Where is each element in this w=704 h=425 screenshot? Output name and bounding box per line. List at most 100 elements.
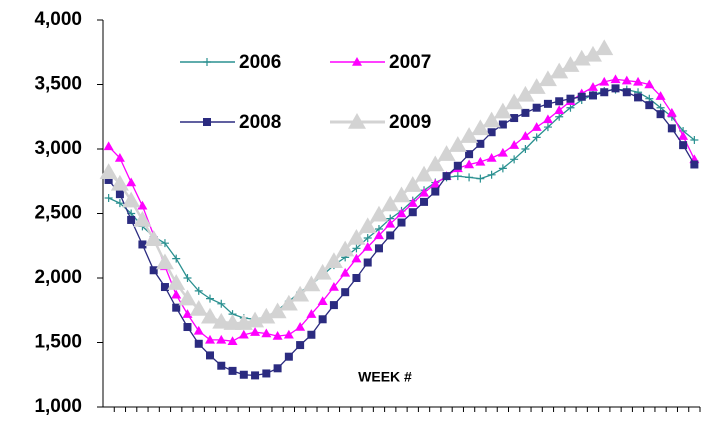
- data-point: [510, 114, 519, 123]
- data-point: [486, 153, 497, 162]
- data-point: [543, 123, 552, 132]
- data-point: [516, 85, 535, 102]
- data-point: [471, 119, 490, 136]
- data-point: [374, 244, 383, 253]
- data-point: [555, 112, 564, 121]
- data-point: [206, 294, 215, 303]
- data-point: [172, 303, 181, 312]
- data-point: [476, 139, 485, 148]
- data-point: [583, 45, 602, 62]
- legend-label: 2007: [389, 52, 431, 73]
- data-point: [415, 165, 434, 182]
- data-point: [475, 156, 486, 166]
- data-point: [126, 177, 137, 187]
- data-point: [666, 107, 677, 117]
- data-point: [115, 190, 124, 199]
- data-point: [318, 315, 327, 324]
- data-point: [408, 208, 417, 217]
- data-point: [115, 199, 124, 208]
- data-point: [566, 94, 575, 103]
- data-point: [561, 56, 580, 72]
- data-point: [201, 307, 220, 324]
- y-tick-label: 1,000: [34, 396, 82, 417]
- data-point: [622, 88, 631, 97]
- data-point: [194, 339, 203, 348]
- data-point: [520, 131, 531, 140]
- data-point: [679, 141, 688, 150]
- data-point: [690, 135, 699, 144]
- data-point: [385, 218, 396, 228]
- data-point: [610, 74, 621, 84]
- data-point: [104, 175, 113, 184]
- data-point: [160, 283, 169, 292]
- data-point: [431, 187, 440, 196]
- data-point: [656, 110, 665, 119]
- data-point: [358, 217, 377, 234]
- data-point: [212, 312, 231, 329]
- data-point: [155, 253, 174, 270]
- y-tick-label: 4,000: [34, 9, 82, 30]
- data-point: [183, 274, 192, 282]
- data-point: [465, 150, 474, 159]
- data-point: [532, 133, 541, 142]
- data-point: [205, 334, 216, 344]
- data-point: [577, 92, 586, 101]
- data-point: [621, 75, 632, 85]
- data-point: [283, 329, 294, 339]
- data-point: [396, 208, 407, 218]
- data-point: [238, 329, 249, 339]
- data-point: [250, 327, 261, 336]
- data-point: [328, 282, 339, 291]
- data-point: [465, 173, 474, 182]
- data-point: [531, 122, 542, 131]
- data-point: [634, 93, 643, 102]
- y-tick-label: 2,500: [34, 203, 82, 224]
- data-point: [206, 351, 215, 360]
- data-point: [227, 336, 238, 345]
- data-point: [566, 103, 575, 112]
- data-point: [228, 366, 237, 375]
- data-point: [505, 93, 524, 110]
- legend-label: 2006: [239, 52, 281, 73]
- data-point: [167, 274, 186, 290]
- data-point: [493, 102, 512, 119]
- data-point: [336, 240, 355, 257]
- data-point: [172, 254, 181, 263]
- data-point: [453, 161, 462, 170]
- data-point: [352, 274, 361, 282]
- data-point: [487, 170, 496, 179]
- data-point: [588, 91, 597, 100]
- legend-marker: [348, 113, 366, 129]
- data-point: [160, 239, 169, 248]
- data-point: [317, 296, 328, 305]
- data-point: [257, 307, 276, 324]
- data-point: [554, 105, 565, 115]
- data-point: [138, 240, 147, 249]
- data-point: [340, 267, 351, 277]
- data-point: [392, 186, 411, 203]
- data-point: [442, 172, 451, 181]
- data-point: [329, 301, 338, 310]
- data-point: [538, 70, 557, 87]
- data-point: [510, 155, 519, 164]
- data-point: [403, 176, 422, 192]
- data-point: [611, 84, 620, 93]
- data-point: [426, 155, 445, 172]
- data-point: [341, 288, 350, 297]
- y-tick-label: 1,500: [34, 332, 82, 353]
- data-point: [313, 263, 332, 280]
- data-point: [279, 294, 298, 311]
- data-point: [104, 194, 113, 203]
- data-point: [217, 299, 226, 308]
- data-point: [362, 242, 373, 251]
- x-axis-label: WEEK #: [358, 369, 412, 385]
- data-point: [268, 302, 287, 319]
- data-point: [498, 120, 507, 129]
- data-point: [453, 172, 462, 181]
- legend-label: 2009: [389, 112, 431, 133]
- data-point: [448, 136, 467, 152]
- data-point: [272, 331, 283, 340]
- data-point: [373, 230, 384, 240]
- data-point: [103, 141, 114, 151]
